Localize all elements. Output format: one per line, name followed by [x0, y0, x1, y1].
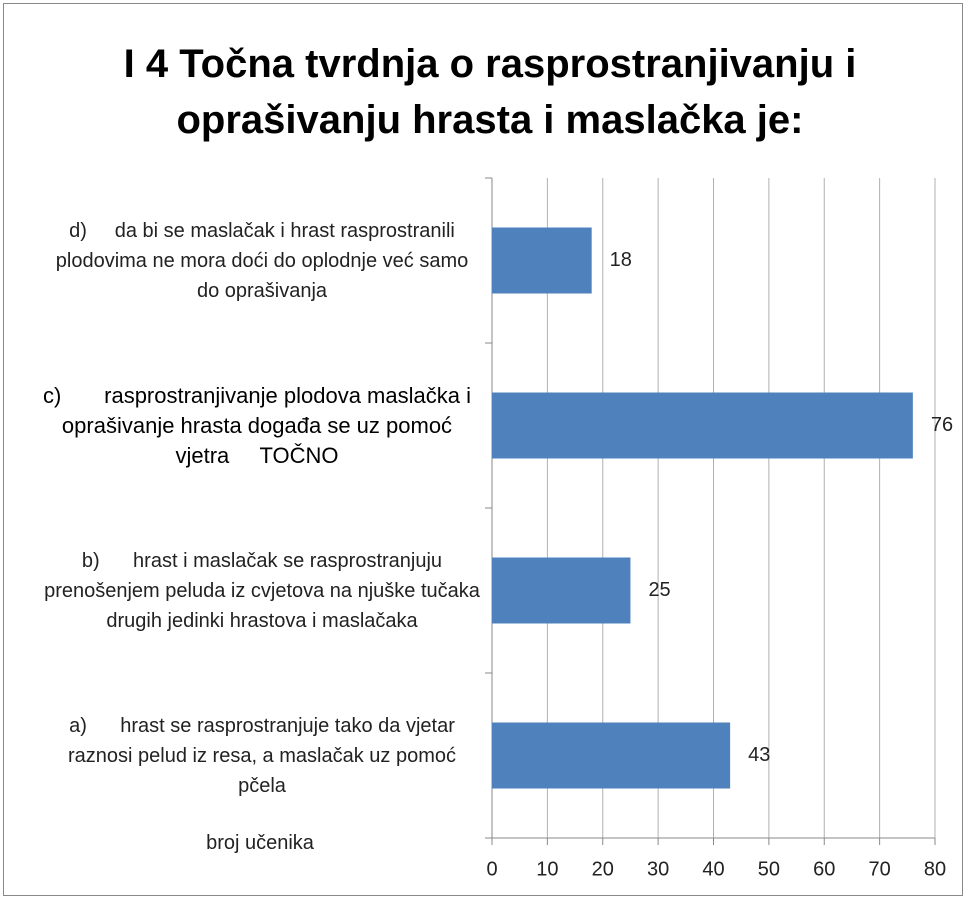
x-tick-label: 0: [486, 858, 497, 880]
y-tick-label: c) rasprostranjivanje plodova maslačka i…: [43, 382, 478, 468]
chart-frame: [3, 3, 963, 896]
bar: [492, 392, 913, 459]
x-tick-label: 50: [758, 858, 780, 880]
bar: [492, 227, 592, 294]
x-axis-label: broj učenika: [206, 832, 314, 854]
y-tick-label: a) hrast se rasprostranjuje tako da vjet…: [68, 714, 462, 797]
data-label: 76: [931, 414, 953, 436]
x-tick-label: 70: [869, 858, 891, 880]
data-label: 18: [610, 249, 632, 271]
data-label: 25: [648, 579, 670, 601]
bar: [492, 722, 731, 789]
chart-title: I 4 Točna tvrdnja o rasprostranjivanju i…: [123, 42, 857, 142]
x-tick-label: 40: [702, 858, 724, 880]
x-tick-label: 60: [813, 858, 835, 880]
x-tick-label: 20: [592, 858, 614, 880]
y-tick-label: d) da bi se maslačak i hrast rasprostran…: [55, 219, 474, 302]
bar: [492, 557, 631, 624]
x-tick-label: 30: [647, 858, 669, 880]
x-tick-label: 80: [924, 858, 946, 880]
y-tick-label: b) hrast i maslačak se rasprostranjuju p…: [44, 549, 486, 632]
data-label: 43: [748, 744, 770, 766]
x-tick-label: 10: [536, 858, 558, 880]
